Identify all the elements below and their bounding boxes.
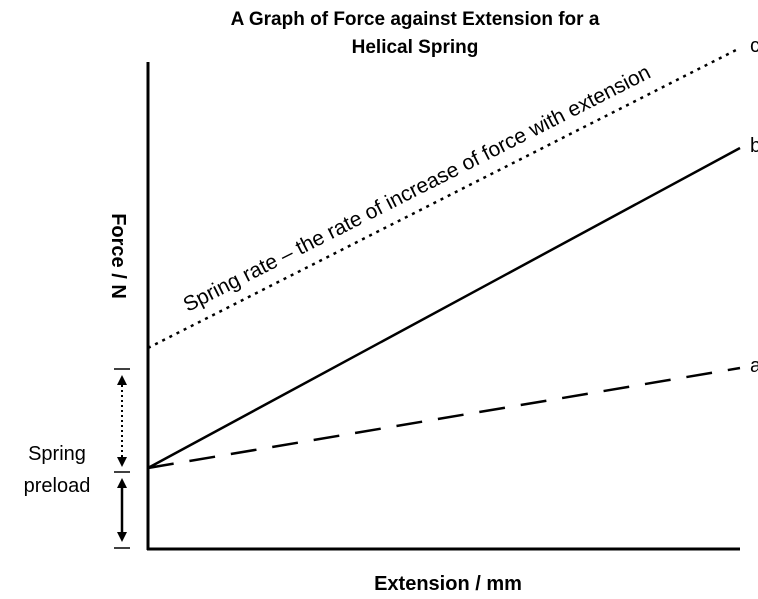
series-line-c [147, 46, 741, 350]
series-line-b [147, 146, 741, 470]
preload-label-line-1: Spring [28, 443, 86, 465]
y-axis-label: Force / N [107, 213, 129, 299]
series-label-b: b [750, 135, 758, 157]
preload-marker [114, 368, 130, 549]
series-line-a [147, 366, 741, 470]
series-label-a: a [750, 355, 758, 377]
x-axis-label: Extension / mm [374, 573, 522, 595]
chart-title: A Graph of Force against Extension for a… [150, 6, 680, 62]
preload-label-line-2: preload [24, 475, 91, 497]
chart-title-line-1: A Graph of Force against Extension for a [230, 9, 600, 30]
chart-title-line-2: Helical Spring [351, 37, 479, 58]
series-label-c: c [750, 35, 758, 57]
spring-rate-annotation: Spring rate – the rate of increase of fo… [180, 61, 655, 317]
